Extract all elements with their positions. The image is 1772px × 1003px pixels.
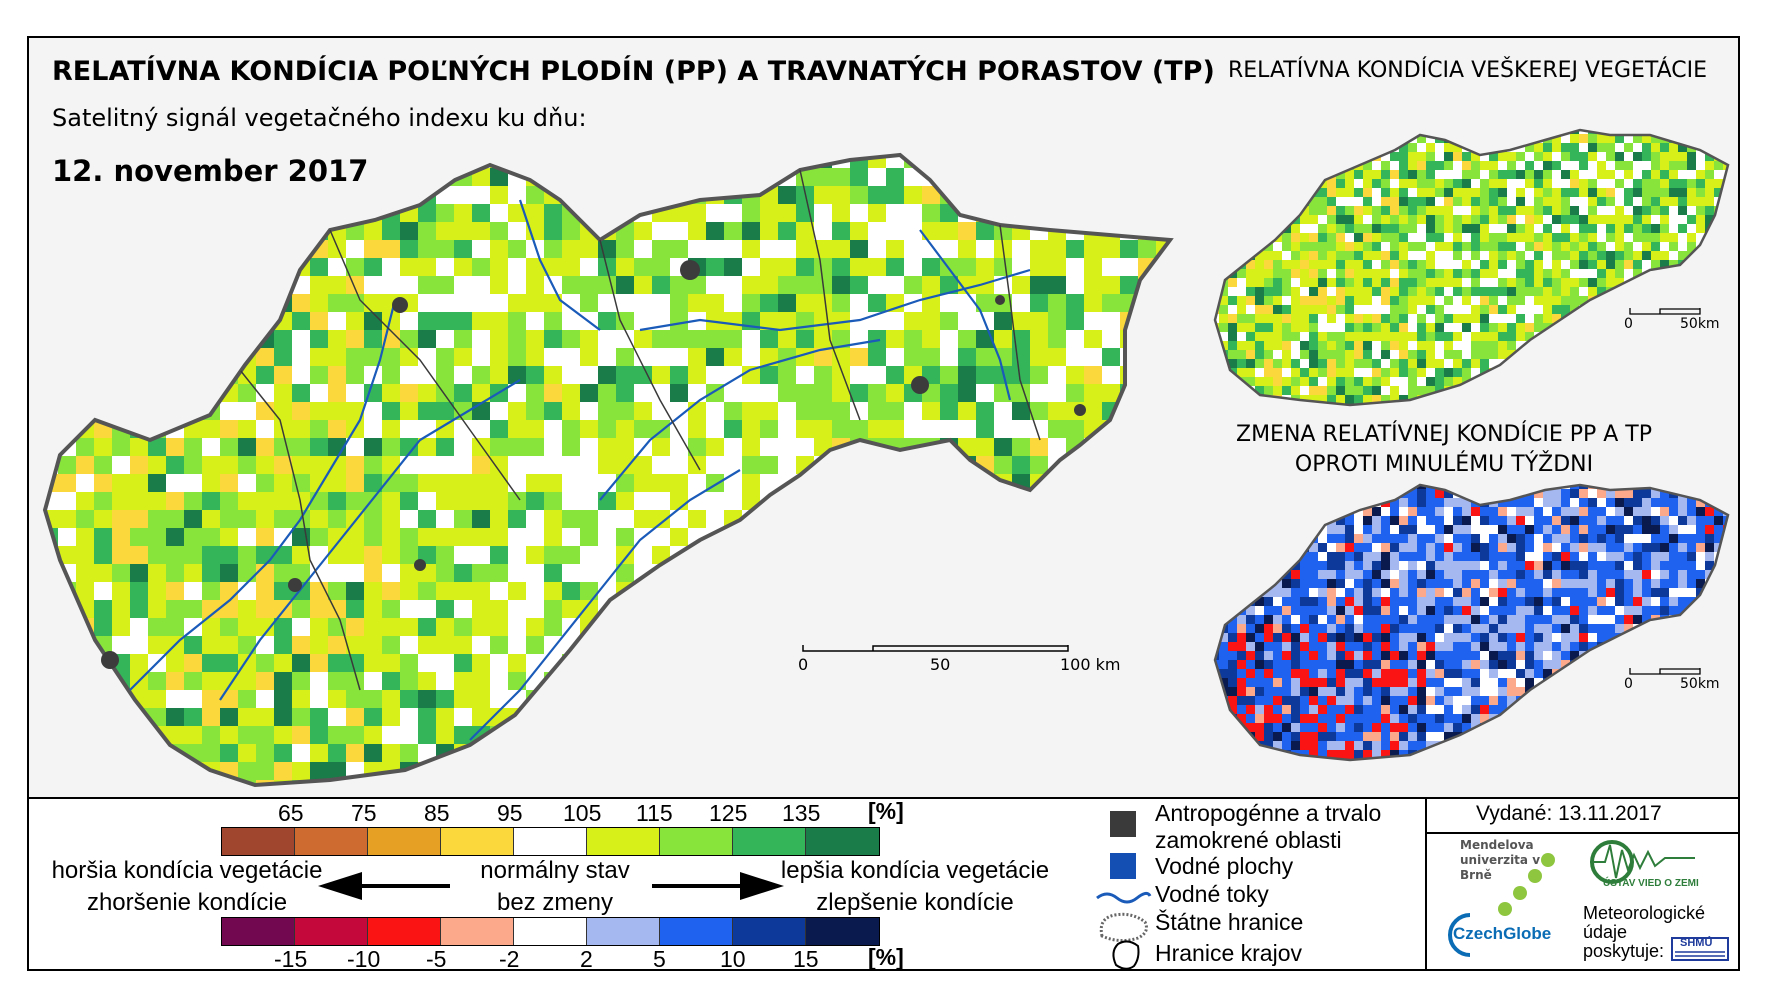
subtitle: Satelitný signál vegetačného indexu ku d… (52, 104, 587, 132)
chg-tick-m10: -10 (347, 946, 381, 972)
cond-unit: [%] (868, 798, 904, 824)
change-color-scale (221, 917, 880, 946)
chg-tick-m15: -15 (274, 946, 308, 972)
state-borders-label: Štátne hranice (1155, 909, 1304, 935)
czechglobe-logo-text: CzechGlobe (1453, 924, 1552, 943)
issued-divider (1427, 832, 1740, 834)
change-swatch-5 (587, 918, 660, 945)
chg-tick-5: 5 (653, 946, 666, 972)
cond-tick-105: 105 (563, 800, 602, 826)
main-title: RELATÍVNA KONDÍCIA POĽNÝCH PLODÍN (PP) A… (52, 56, 1215, 87)
meteo-provider-text: Meteorologické údaje poskytuje: (1583, 904, 1705, 961)
meteo-line1: Meteorologické (1583, 903, 1706, 923)
worse-line2: zhoršenie kondície (86, 889, 288, 916)
main-scale-50: 50 (930, 655, 951, 674)
condition-swatch-0 (222, 828, 295, 855)
condition-swatch-8 (806, 828, 879, 855)
normal-text: normálny stav bez zmeny (455, 855, 655, 919)
change-map-title-line1: ZMENA RELATÍVNEJ KONDÍCIE PP A TP (1236, 422, 1653, 447)
chg-tick-2: 2 (580, 946, 593, 972)
condition-swatch-3 (441, 828, 514, 855)
cond-tick-95: 95 (497, 800, 523, 826)
main-scale-100: 100 km (1060, 655, 1121, 674)
main-scale-0: 0 (798, 655, 809, 674)
condition-swatch-2 (368, 828, 441, 855)
anthropogenic-line1: Antropogénne a trvalo (1155, 800, 1382, 826)
chg-tick-m5: -5 (426, 946, 447, 972)
cond-tick-125: 125 (709, 800, 748, 826)
issued-date: Vydané: 13.11.2017 (1476, 802, 1662, 825)
change-swatch-4 (514, 918, 587, 945)
small-scale-0-b: 0 (1624, 676, 1633, 692)
condition-color-scale (221, 827, 880, 856)
date: 12. november 2017 (52, 154, 369, 188)
anthropogenic-label: Antropogénne a trvalo zamokrené oblasti (1155, 800, 1381, 854)
cond-tick-85: 85 (424, 800, 450, 826)
small-scale-50-a: 50km (1680, 316, 1720, 332)
normal-line2: bez zmeny (496, 889, 614, 916)
shmu-logo-text: SHMÚ (1680, 937, 1713, 949)
cond-tick-115: 115 (636, 800, 673, 826)
worse-text: horšia kondícia vegetácie zhoršenie kond… (32, 855, 342, 919)
anthropogenic-line2: zamokrené oblasti (1155, 827, 1342, 853)
condition-swatch-4 (514, 828, 587, 855)
right-map-title: RELATÍVNA KONDÍCIA VEŠKEREJ VEGETÁCIE (1228, 58, 1708, 83)
worse-line1: horšia kondícia vegetácie (51, 857, 323, 884)
change-swatch-3 (441, 918, 514, 945)
change-swatch-2 (368, 918, 441, 945)
chg-tick-10: 10 (720, 946, 746, 972)
cond-tick-135: 135 (782, 800, 821, 826)
better-line2: zlepšenie kondície (816, 889, 1014, 916)
change-swatch-0 (222, 918, 295, 945)
change-map-title: ZMENA RELATÍVNEJ KONDÍCIE PP A TP OPROTI… (1236, 420, 1652, 480)
region-borders-label: Hranice krajov (1155, 940, 1302, 966)
chg-unit: [%] (868, 944, 904, 970)
chg-tick-15: 15 (793, 946, 819, 972)
cond-tick-65: 65 (278, 800, 304, 826)
chg-tick-m2: -2 (499, 946, 520, 972)
water-areas-label: Vodné plochy (1155, 853, 1294, 879)
change-swatch-8 (806, 918, 879, 945)
normal-line1: normálny stav (480, 857, 630, 884)
small-scale-50-b: 50km (1680, 676, 1720, 692)
better-text: lepšia kondícia vegetácie zlepšenie kond… (765, 855, 1065, 919)
small-scale-0-a: 0 (1624, 316, 1633, 332)
legend-divider (1425, 797, 1427, 971)
cond-tick-75: 75 (351, 800, 377, 826)
condition-swatch-6 (660, 828, 733, 855)
better-line1: lepšia kondícia vegetácie (780, 857, 1050, 884)
change-swatch-1 (295, 918, 368, 945)
condition-swatch-5 (587, 828, 660, 855)
condition-swatch-7 (733, 828, 806, 855)
uvgz-logo-text: ÚSTAV VIED O ZEMI (1603, 878, 1699, 889)
change-swatch-7 (733, 918, 806, 945)
condition-swatch-1 (295, 828, 368, 855)
change-swatch-6 (660, 918, 733, 945)
water-streams-label: Vodné toky (1155, 881, 1269, 907)
change-map-title-line2: OPROTI MINULÉMU TÝŽDNI (1294, 452, 1594, 477)
mendel-logo-text: Mendelova univerzita v Brně (1460, 838, 1541, 882)
